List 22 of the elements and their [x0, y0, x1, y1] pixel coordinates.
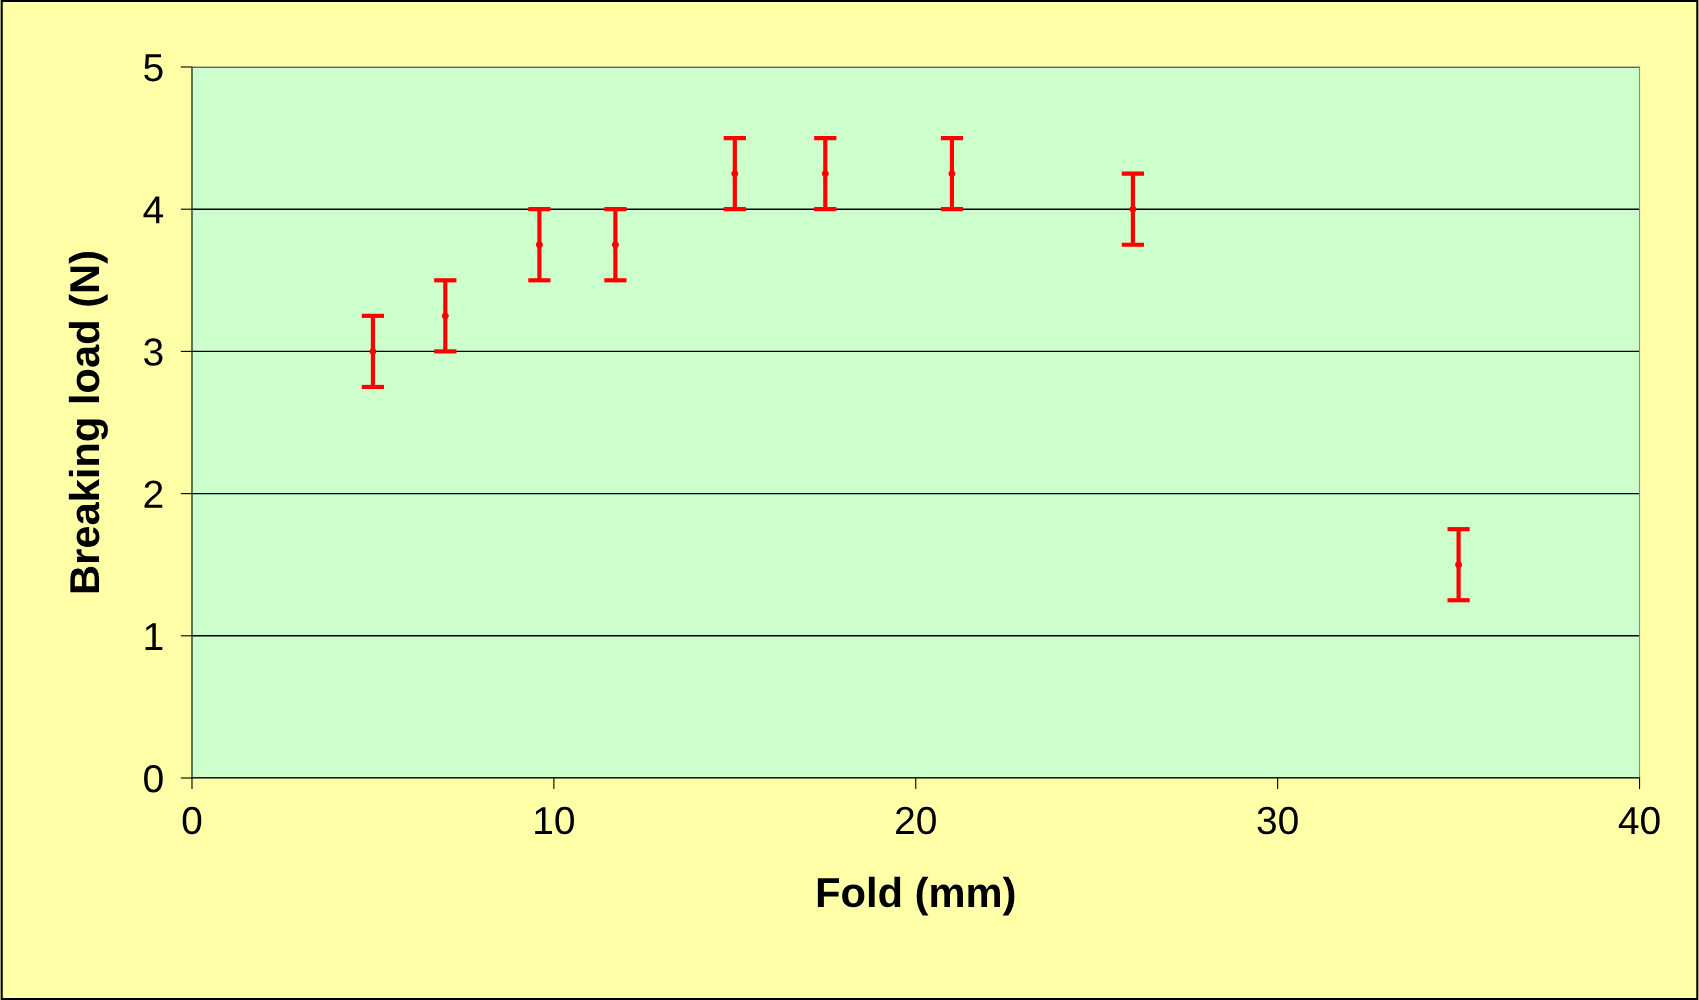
x-tick-label: 10	[535, 806, 574, 835]
y-tick-label: 1	[145, 623, 163, 650]
x-axis-title: Fold (mm)	[817, 876, 1015, 916]
x-tick-label: 0	[182, 806, 202, 835]
point	[821, 170, 829, 178]
point	[1455, 561, 1463, 569]
x-tick-label: 30	[1257, 806, 1298, 835]
point	[441, 312, 449, 320]
y-axis-title: Breaking load (N)	[68, 252, 108, 593]
point	[1129, 205, 1137, 213]
point	[535, 241, 543, 249]
point	[948, 170, 956, 178]
point	[369, 347, 377, 355]
y-tick-label: 0	[144, 764, 163, 793]
y-tick-label: 5	[144, 54, 163, 82]
y-tick-label: 3	[144, 338, 163, 366]
y-tick-label: 2	[144, 480, 163, 508]
point	[611, 241, 619, 249]
x-tick-label: 40	[1618, 806, 1660, 835]
x-tick-label: 20	[896, 806, 936, 835]
point	[731, 170, 739, 178]
y-tick-label: 4	[143, 196, 164, 224]
